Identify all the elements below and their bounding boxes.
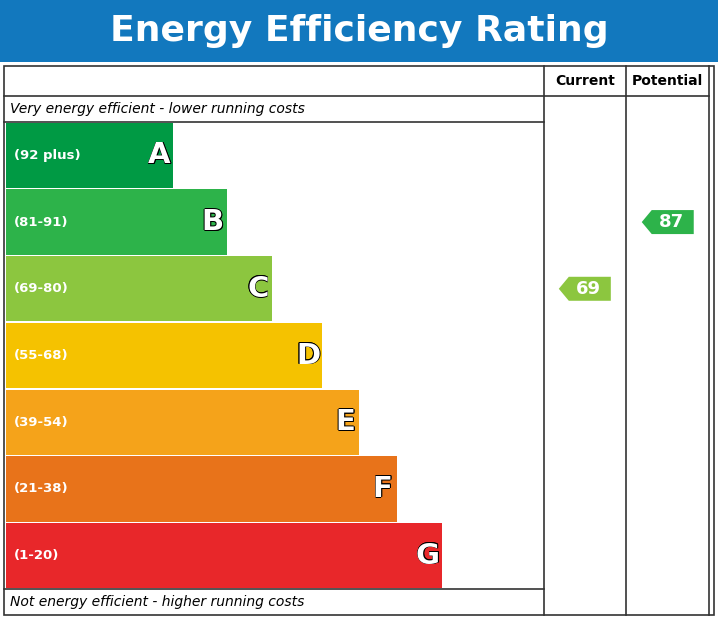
Text: G: G [416,542,441,569]
Text: B: B [202,207,223,235]
Text: B: B [202,207,224,236]
Text: Not energy efficient - higher running costs: Not energy efficient - higher running co… [10,595,304,609]
Text: D: D [297,342,321,370]
Bar [6,456,396,522]
Text: A: A [149,141,171,169]
Text: (92 plus): (92 plus) [14,149,80,162]
Text: Very energy efficient - lower running costs: Very energy efficient - lower running co… [10,102,305,116]
Text: F: F [373,474,393,502]
Bar [6,323,322,388]
Polygon shape [642,210,694,234]
Text: A: A [147,141,170,170]
Bar [6,256,271,321]
Text: C: C [246,274,268,302]
Text: A: A [148,142,171,170]
Text: A: A [149,141,172,170]
Text: A: A [148,141,171,168]
Text: F: F [372,475,392,503]
Text: G: G [416,542,440,570]
Bar [6,189,227,254]
Text: C: C [246,275,268,303]
Text: F: F [373,474,393,503]
Text: (55-68): (55-68) [14,349,69,362]
Text: C: C [247,275,269,303]
Text: C: C [248,275,269,303]
Text: E: E [335,407,355,435]
Text: C: C [247,275,269,303]
Text: D: D [297,342,321,370]
Text: B: B [201,207,223,236]
Text: B: B [202,209,224,236]
Text: D: D [297,340,320,369]
Text: Potential: Potential [632,74,704,88]
Text: G: G [415,542,439,569]
Text: D: D [296,342,320,370]
Text: (21-38): (21-38) [14,482,69,495]
Text: D: D [295,342,320,370]
Text: G: G [415,541,439,569]
Text: B: B [202,208,225,236]
Text: A: A [149,142,171,170]
Bar [6,389,360,455]
Text: G: G [415,542,439,570]
Text: D: D [297,341,321,369]
Text: E: E [336,409,356,437]
Bar [4,66,714,615]
Text: A: A [148,141,170,169]
Text: E: E [335,409,355,437]
Text: 69: 69 [576,280,601,298]
Text: F: F [373,475,393,503]
Text: C: C [248,275,269,303]
Text: B: B [201,209,223,236]
Text: A: A [148,142,170,170]
Bar [0,0,718,62]
Text: E: E [335,408,355,436]
Text: E: E [335,408,355,436]
Text: E: E [335,409,355,437]
Text: F: F [373,475,393,504]
Text: G: G [416,541,440,569]
Text: Energy Efficiency Rating: Energy Efficiency Rating [110,14,608,48]
Text: F: F [372,475,392,503]
Text: G: G [416,541,440,569]
Text: D: D [297,342,320,370]
Text: G: G [416,542,440,570]
Text: F: F [372,474,392,503]
Text: D: D [296,341,320,369]
Text: 87: 87 [658,213,684,231]
Text: (1-20): (1-20) [14,549,60,562]
Bar [6,123,174,188]
Text: D: D [297,342,320,370]
Text: E: E [335,408,355,436]
Text: C: C [247,274,269,302]
Text: G: G [416,542,440,569]
Text: (81-91): (81-91) [14,215,68,228]
Text: B: B [202,209,223,237]
Text: C: C [246,275,268,303]
Text: F: F [373,475,393,503]
Text: A: A [148,141,171,170]
Text: (69-80): (69-80) [14,282,69,295]
Text: Current: Current [555,74,615,88]
Text: F: F [373,475,393,503]
Text: (39-54): (39-54) [14,416,69,429]
Text: E: E [336,408,356,436]
Text: B: B [201,208,223,236]
Text: E: E [336,408,356,436]
Text: B: B [202,208,223,236]
Text: C: C [248,274,269,302]
Bar [6,523,442,588]
Polygon shape [559,277,611,301]
